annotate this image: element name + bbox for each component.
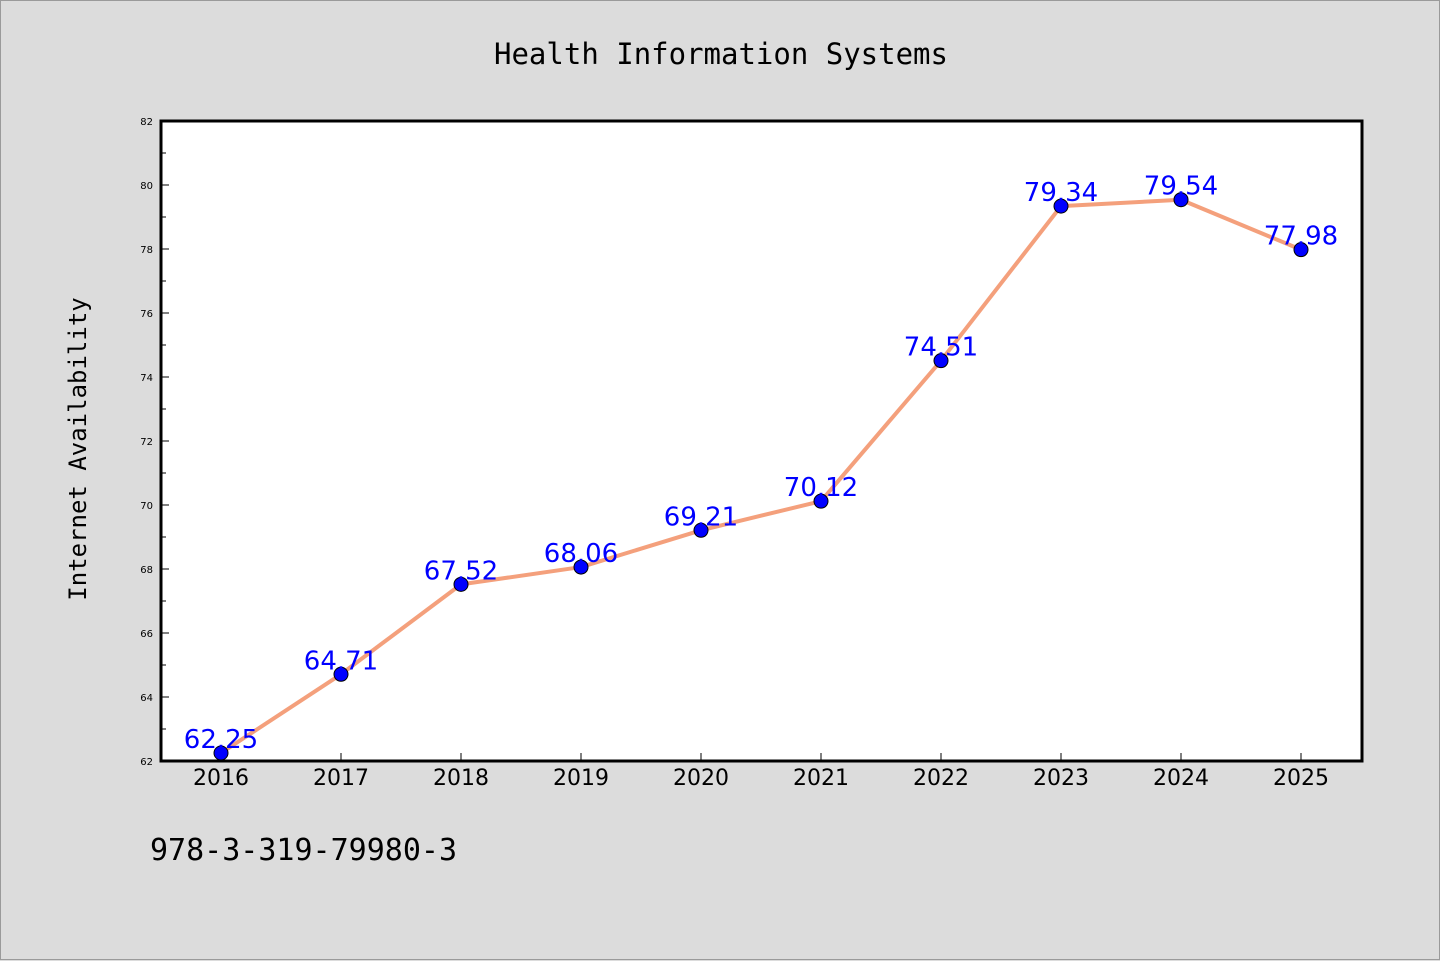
y-tick-label: 72 (140, 437, 153, 448)
x-tick-label: 2018 (433, 766, 489, 791)
data-point (453, 576, 469, 592)
y-tick-label: 70 (140, 501, 153, 512)
data-label: 67.52 (424, 556, 498, 586)
data-label: 70.12 (784, 473, 858, 503)
data-label: 68.06 (544, 539, 618, 569)
data-point (693, 522, 709, 538)
y-tick-label: 78 (140, 245, 153, 256)
data-label: 64.71 (304, 646, 378, 676)
data-label: 62.25 (184, 725, 258, 755)
data-point (1053, 198, 1069, 214)
x-axis: 2016 2017 2018 2019 2020 2021 2022 2023 2024 2025 (193, 753, 1329, 791)
x-tick-label: 2021 (793, 766, 849, 791)
y-tick-label: 64 (140, 693, 153, 704)
data-point (213, 745, 229, 761)
x-tick-label: 2022 (913, 766, 969, 791)
footer-code: 978-3-319-79980-3 (150, 833, 458, 868)
x-tick-label: 2016 (193, 766, 249, 791)
x-tick-label: 2023 (1033, 766, 1089, 791)
x-tick-label: 2017 (313, 766, 369, 791)
data-point (1173, 192, 1189, 208)
data-label: 79.34 (1024, 178, 1098, 208)
x-tick-label: 2019 (553, 766, 609, 791)
y-tick-label: 74 (140, 373, 153, 384)
data-point (573, 559, 589, 575)
data-label: 74.51 (904, 333, 978, 363)
y-tick-label: 82 (140, 117, 153, 128)
series-group: 62.25 64.71 67.52 68.06 69.21 70.12 74.51 79.34… (184, 172, 1338, 761)
data-point (933, 353, 949, 369)
data-point (1293, 242, 1309, 258)
y-axis: 62 64 66 68 70 72 74 76 78 80 82 (140, 117, 169, 768)
y-tick-label: 68 (140, 565, 153, 576)
x-tick-label: 2020 (673, 766, 729, 791)
series-line (219, 197, 1303, 755)
x-tick-label: 2025 (1273, 766, 1329, 791)
y-tick-label: 76 (140, 309, 153, 320)
x-tick-label: 2024 (1153, 766, 1209, 791)
data-label: 69.21 (664, 502, 738, 532)
chart-title: Health Information Systems (494, 37, 948, 71)
y-tick-label: 62 (140, 757, 153, 768)
y-axis-label: Internet Availability (64, 297, 92, 600)
data-point (813, 493, 829, 509)
y-tick-label: 66 (140, 629, 153, 640)
data-label: 79.54 (1144, 172, 1218, 202)
data-point (333, 666, 349, 682)
data-label: 77.98 (1264, 222, 1338, 252)
y-tick-label: 80 (140, 181, 153, 192)
plot-area (159, 119, 1364, 763)
